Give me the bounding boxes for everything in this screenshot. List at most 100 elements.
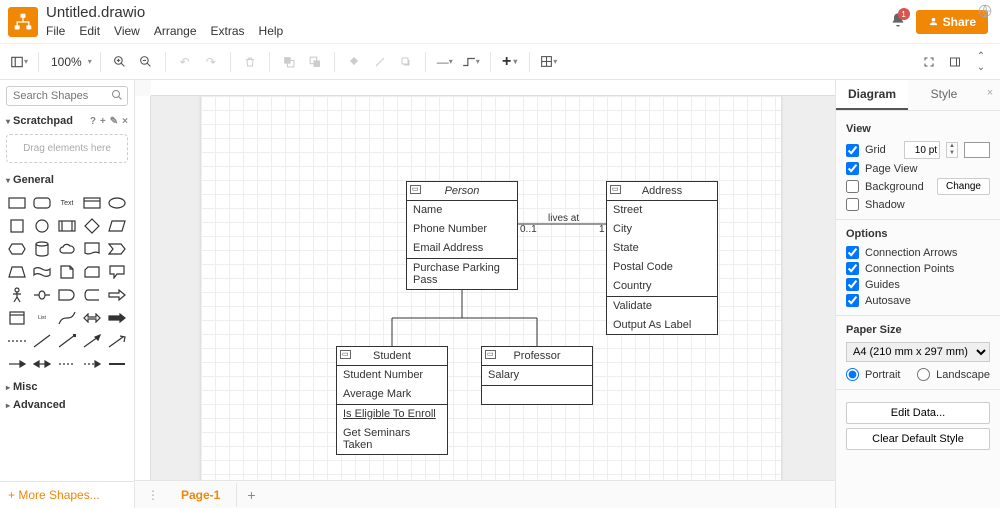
shape-datastore[interactable]	[81, 285, 103, 305]
shape-circle[interactable]	[31, 216, 53, 236]
clear-style-button[interactable]: Clear Default Style	[846, 428, 990, 450]
menu-arrange[interactable]: Arrange	[154, 24, 197, 38]
shape-parallelogram[interactable]	[106, 216, 128, 236]
uml-class-person[interactable]: ▭Person Name Phone Number Email Address …	[406, 181, 518, 290]
advanced-header[interactable]: ▸Advanced	[0, 396, 134, 414]
misc-header[interactable]: ▸Misc	[0, 378, 134, 396]
shape-connector5[interactable]	[106, 354, 128, 374]
shape-step[interactable]	[106, 239, 128, 259]
shape-trapezoid[interactable]	[6, 262, 28, 282]
uml-class-professor[interactable]: ▭Professor Salary	[481, 346, 593, 405]
app-logo[interactable]	[8, 7, 38, 37]
shape-hexagon[interactable]	[6, 239, 28, 259]
shape-cylinder[interactable]	[31, 239, 53, 259]
scratchpad-help-icon[interactable]: ?	[90, 116, 96, 127]
edit-data-button[interactable]: Edit Data...	[846, 402, 990, 424]
menu-view[interactable]: View	[114, 24, 140, 38]
notifications-button[interactable]: 1	[890, 12, 906, 31]
menu-file[interactable]: File	[46, 24, 65, 38]
autosave-checkbox[interactable]	[846, 294, 859, 307]
delete-icon[interactable]	[239, 51, 261, 73]
background-checkbox[interactable]	[846, 180, 859, 193]
add-page-button[interactable]: +	[237, 487, 265, 503]
shape-list[interactable]: List	[31, 308, 53, 328]
shape-connector4[interactable]	[81, 354, 103, 374]
format-panel-icon[interactable]	[944, 51, 966, 73]
more-shapes-button[interactable]: + More Shapes...	[0, 481, 134, 508]
fill-color-icon[interactable]	[343, 51, 365, 73]
shape-roundrect[interactable]	[31, 193, 53, 213]
shape-process[interactable]	[56, 216, 78, 236]
collapse-icon[interactable]: ⌃⌄	[970, 51, 992, 73]
shape-ellipse[interactable]	[106, 193, 128, 213]
search-shapes-input[interactable]	[6, 86, 128, 106]
connection-icon[interactable]: —▾	[434, 51, 456, 73]
document-title[interactable]: Untitled.drawio	[46, 5, 890, 22]
shape-callout[interactable]	[106, 262, 128, 282]
to-back-icon[interactable]	[304, 51, 326, 73]
shape-actor[interactable]	[6, 285, 28, 305]
portrait-radio[interactable]	[846, 368, 859, 381]
shape-textbox[interactable]	[81, 193, 103, 213]
scratchpad-dropzone[interactable]: Drag elements here	[6, 134, 128, 163]
shape-note[interactable]	[56, 262, 78, 282]
page-paper[interactable]: ▭Person Name Phone Number Email Address …	[201, 96, 781, 480]
grid-stepper[interactable]: ▲▼	[946, 142, 958, 158]
landscape-radio[interactable]	[917, 368, 930, 381]
scratchpad-header[interactable]: ▾Scratchpad ?+✎×	[0, 112, 134, 130]
shape-document[interactable]	[81, 239, 103, 259]
general-header[interactable]: ▾General	[0, 171, 134, 189]
zoom-in-icon[interactable]	[109, 51, 131, 73]
shape-square[interactable]	[6, 216, 28, 236]
shape-cloud[interactable]	[56, 239, 78, 259]
shape-biarrow[interactable]	[81, 308, 103, 328]
line-color-icon[interactable]	[369, 51, 391, 73]
scratchpad-add-icon[interactable]: +	[100, 116, 106, 127]
shape-rect[interactable]	[6, 193, 28, 213]
shadow-icon[interactable]	[395, 51, 417, 73]
zoom-select[interactable]: 100%▾	[47, 55, 92, 69]
shape-line2[interactable]	[56, 331, 78, 351]
shape-text[interactable]: Text	[56, 193, 78, 213]
redo-icon[interactable]: ↷	[200, 51, 222, 73]
shape-line-open[interactable]	[106, 331, 128, 351]
sidebar-toggle-icon[interactable]: ▾	[8, 51, 30, 73]
undo-icon[interactable]: ↶	[174, 51, 196, 73]
shape-diamond[interactable]	[81, 216, 103, 236]
insert-icon[interactable]: +▾	[499, 51, 521, 73]
grid-size-input[interactable]	[904, 141, 940, 159]
conn-arrows-checkbox[interactable]	[846, 246, 859, 259]
table-icon[interactable]: ▾	[538, 51, 560, 73]
scratchpad-close-icon[interactable]: ×	[122, 116, 128, 127]
canvas[interactable]: ▭Person Name Phone Number Email Address …	[151, 96, 835, 480]
paper-size-select[interactable]: A4 (210 mm x 297 mm)	[846, 342, 990, 362]
menu-edit[interactable]: Edit	[79, 24, 100, 38]
shape-line1[interactable]	[31, 331, 53, 351]
menu-help[interactable]: Help	[259, 24, 284, 38]
shape-connector1[interactable]	[6, 354, 28, 374]
shape-arrow-right[interactable]	[106, 285, 128, 305]
shape-connector2[interactable]	[31, 354, 53, 374]
language-icon[interactable]	[978, 4, 992, 21]
pages-menu-icon[interactable]: ⋮	[141, 488, 165, 502]
tab-diagram[interactable]: Diagram	[836, 80, 908, 110]
change-bg-button[interactable]: Change	[937, 178, 990, 195]
search-icon[interactable]	[111, 89, 123, 104]
shadow-checkbox[interactable]	[846, 198, 859, 211]
pageview-checkbox[interactable]	[846, 162, 859, 175]
grid-checkbox[interactable]	[846, 144, 859, 157]
conn-points-checkbox[interactable]	[846, 262, 859, 275]
page-tab-1[interactable]: Page-1	[165, 483, 237, 507]
shape-arrow-solid[interactable]	[106, 308, 128, 328]
shape-and[interactable]	[56, 285, 78, 305]
shape-container[interactable]	[6, 308, 28, 328]
guides-checkbox[interactable]	[846, 278, 859, 291]
scratchpad-edit-icon[interactable]: ✎	[110, 116, 118, 127]
waypoints-icon[interactable]: ▾	[460, 51, 482, 73]
shape-card[interactable]	[81, 262, 103, 282]
shape-tape[interactable]	[31, 262, 53, 282]
shape-line-arrow[interactable]	[81, 331, 103, 351]
uml-class-student[interactable]: ▭Student Student Number Average Mark Is …	[336, 346, 448, 455]
shape-connector3[interactable]	[56, 354, 78, 374]
fullscreen-icon[interactable]	[918, 51, 940, 73]
